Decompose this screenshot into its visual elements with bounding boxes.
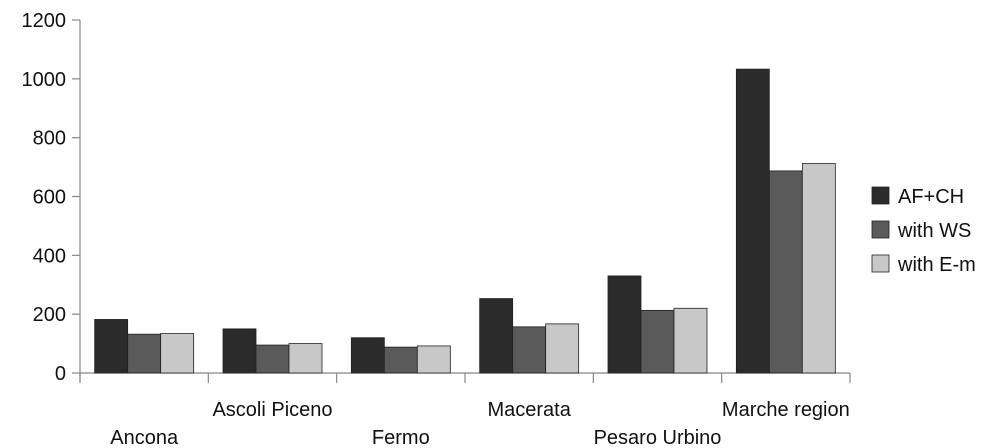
legend-label: with E-m bbox=[897, 254, 976, 276]
y-tick-label: 1200 bbox=[22, 10, 67, 32]
bar bbox=[255, 344, 290, 374]
x-axis: Ancona Ascoli Piceno Fermo Macerata Pesaro U… bbox=[79, 372, 851, 448]
bar bbox=[160, 333, 195, 374]
bar bbox=[127, 333, 162, 374]
x-category-label: Macerata bbox=[487, 399, 571, 421]
bar bbox=[479, 298, 514, 374]
x-category-label: Ascoli Piceno bbox=[212, 399, 332, 421]
y-tick-label: 400 bbox=[33, 245, 66, 267]
legend-label: AF+CH bbox=[898, 186, 964, 208]
legend-label: with WS bbox=[897, 220, 971, 242]
legend-swatch bbox=[871, 220, 890, 239]
bar bbox=[768, 170, 803, 374]
legend-swatch bbox=[871, 186, 890, 205]
legend-swatch bbox=[871, 254, 890, 273]
bar bbox=[607, 275, 642, 374]
bar bbox=[640, 309, 675, 374]
x-category-label: Pesaro Urbino bbox=[594, 427, 722, 448]
y-tick-label: 200 bbox=[33, 304, 66, 326]
bar bbox=[673, 307, 708, 374]
bar bbox=[801, 163, 836, 374]
legend: AF+CH with WS with E-m bbox=[871, 186, 976, 276]
y-tick-label: 0 bbox=[55, 363, 66, 385]
y-tick-label: 600 bbox=[33, 187, 66, 209]
bar bbox=[222, 328, 257, 374]
x-category-label: Marche region bbox=[722, 399, 850, 421]
bar bbox=[94, 319, 129, 374]
bar bbox=[350, 337, 385, 374]
y-tick-label: 1000 bbox=[22, 69, 67, 91]
y-axis: 0 200 400 600 800 1000 1200 bbox=[22, 10, 81, 385]
x-category-label: Fermo bbox=[372, 427, 430, 448]
bar bbox=[383, 346, 418, 374]
x-category-label: Ancona bbox=[110, 427, 179, 448]
bar bbox=[512, 326, 547, 374]
y-tick-label: 800 bbox=[33, 128, 66, 150]
bar bbox=[288, 343, 323, 374]
bar bbox=[416, 345, 451, 374]
bar bbox=[735, 68, 770, 374]
bar bbox=[545, 323, 580, 374]
bars bbox=[94, 68, 836, 374]
